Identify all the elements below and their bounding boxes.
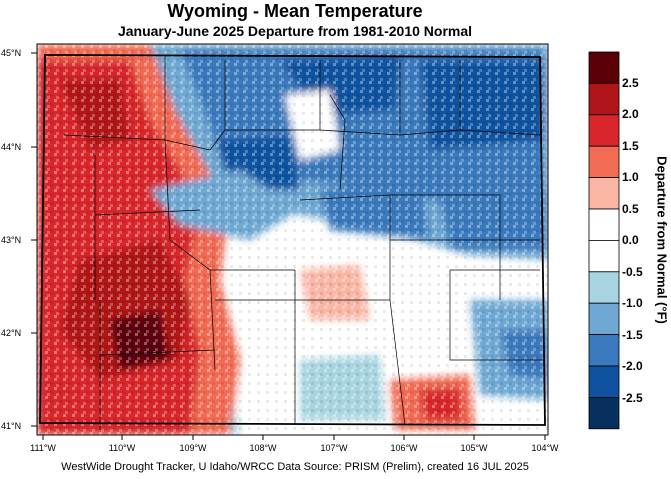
legend-label: -1.0: [622, 296, 643, 310]
legend-label: 2.5: [622, 76, 639, 90]
lon-label: 111°W: [30, 443, 56, 453]
legend-label: -1.5: [622, 328, 643, 342]
county-boundaries: [63, 55, 545, 430]
legend-title: Departure from Normal (°F): [654, 156, 670, 324]
wyoming-boundary: [39, 54, 546, 426]
lat-labels: 45°N 44°N 43°N 42°N 41°N: [1, 48, 21, 431]
lon-ticks: [42, 435, 546, 440]
lon-label: 107°W: [320, 443, 348, 453]
lon-label: 105°W: [460, 443, 488, 453]
legend-label: 0.5: [622, 202, 639, 216]
lat-label: 43°N: [1, 235, 21, 245]
legend-swatch: [588, 396, 620, 430]
lon-label: 106°W: [390, 443, 418, 453]
legend-label: 1.5: [622, 139, 639, 153]
lon-label: 110°W: [109, 443, 136, 453]
map-title: Wyoming - Mean Temperature: [167, 1, 423, 21]
legend-label: -2.0: [622, 359, 643, 373]
legend-swatch: [588, 145, 620, 178]
lon-label: 109°W: [179, 443, 207, 453]
legend-swatch: [588, 51, 620, 84]
legend-label: 2.0: [622, 107, 639, 121]
legend-swatch: [588, 271, 620, 304]
legend-swatch: [588, 177, 620, 210]
legend-swatch: [588, 334, 620, 367]
lat-label: 44°N: [1, 142, 21, 152]
legend-label: 1.0: [622, 170, 639, 184]
lat-label: 42°N: [1, 328, 21, 338]
lon-label: 108°W: [249, 443, 277, 453]
legend-swatch: [588, 239, 620, 273]
lon-label: 104°W: [531, 443, 559, 453]
lon-labels: 111°W 110°W 109°W 108°W 107°W 106°W 105°…: [30, 443, 559, 453]
legend-label: -2.5: [622, 391, 643, 405]
legend-swatch: [588, 365, 620, 398]
credit-line: WestWide Drought Tracker, U Idaho/WRCC D…: [61, 461, 529, 473]
map-subtitle: January-June 2025 Departure from 1981-20…: [117, 23, 473, 39]
lat-label: 45°N: [1, 48, 21, 58]
legend-label: -0.5: [622, 265, 643, 279]
legend-swatch: [588, 114, 620, 147]
legend-swatch: [588, 208, 620, 241]
lat-ticks: [31, 52, 37, 427]
legend-swatch: [588, 83, 620, 116]
legend-label: 0.0: [622, 233, 639, 247]
legend-colorbar: [588, 51, 620, 430]
lat-label: 41°N: [1, 421, 21, 431]
legend-swatch: [588, 302, 620, 336]
anomaly-field: [37, 44, 548, 435]
